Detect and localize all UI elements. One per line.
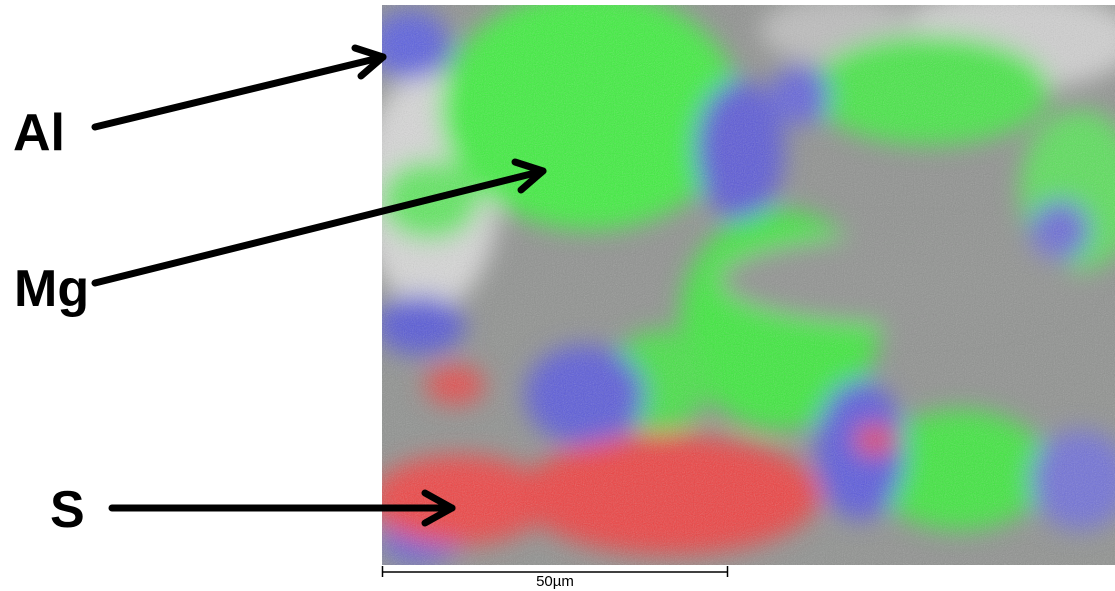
- page: Al Mg S 50µm (() => { const data = JSON.…: [0, 0, 1115, 591]
- label-al: Al: [13, 104, 65, 162]
- scale-label: 50µm: [536, 573, 574, 590]
- figure: Al Mg S 50µm: [0, 0, 1115, 591]
- texture: [382, 5, 1115, 565]
- label-s: S: [50, 481, 85, 539]
- arrow-al: [95, 57, 383, 127]
- label-mg: Mg: [14, 260, 89, 318]
- eds-map: [360, 0, 1115, 565]
